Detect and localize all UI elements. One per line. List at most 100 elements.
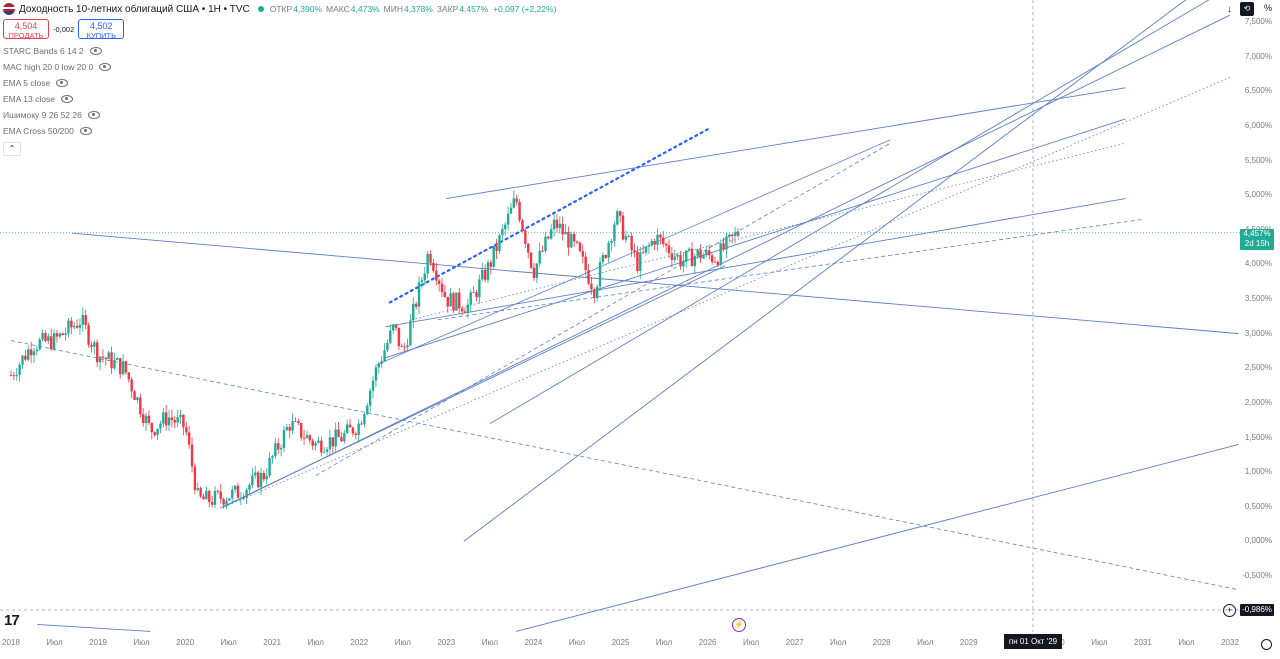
trendline (37, 624, 151, 632)
collapse-legend-button[interactable]: ⌃ (3, 142, 21, 156)
candle-body (351, 427, 355, 434)
candle-body (343, 433, 346, 442)
candle-body (624, 236, 628, 240)
candle-body (483, 269, 487, 280)
candle-body (604, 254, 607, 258)
candle-body (587, 270, 590, 284)
x-tick-label: Июл (394, 638, 411, 647)
candle-body (144, 415, 148, 424)
eye-icon[interactable] (87, 111, 100, 119)
event-icon[interactable]: ⚡ (732, 618, 746, 632)
sell-button[interactable]: 4,504 ПРОДАТЬ (3, 19, 49, 40)
candle-body (406, 345, 409, 348)
indicator-ema5[interactable]: EMA 5 close (3, 78, 69, 88)
indicator-starc[interactable]: STARC Bands 6 14 2 (3, 46, 102, 56)
indicator-ema-cross[interactable]: EMA Cross 50/200 (3, 126, 92, 136)
arrow-down-icon[interactable]: ↓ (1227, 3, 1232, 15)
symbol-title[interactable]: Доходность 10-летних облигаций США • 1H … (19, 3, 250, 15)
candle-body (509, 207, 513, 214)
candle-body (239, 497, 243, 499)
candle-body (584, 256, 587, 271)
candle-body (515, 198, 518, 203)
eye-icon[interactable] (56, 79, 69, 87)
candle-body (417, 282, 421, 307)
fullscreen-icon[interactable]: ⟲ (1240, 2, 1254, 16)
candle-body (616, 211, 619, 225)
candle-body (248, 485, 251, 490)
candle-body (659, 234, 662, 238)
candle-body (639, 252, 642, 272)
add-alert-icon[interactable]: + (1223, 604, 1236, 617)
candle-body (297, 421, 300, 424)
candle-body (268, 457, 271, 476)
candle-body (601, 254, 605, 262)
y-tick-label: 2,500% (1244, 363, 1272, 373)
candle-body (96, 342, 99, 363)
indicator-ema13[interactable]: EMA 13 close (3, 94, 73, 104)
candle-body (512, 198, 516, 208)
candle-body (104, 357, 108, 360)
eye-icon[interactable] (79, 127, 92, 135)
candle-body (305, 435, 309, 439)
candle-body (61, 333, 64, 336)
candle-body (159, 423, 162, 429)
candle-body (567, 232, 570, 248)
x-tick-label: 2019 (89, 638, 107, 647)
candle-body (570, 233, 573, 248)
buy-button[interactable]: 4,502 КУПИТЬ (78, 19, 125, 40)
candle-body (581, 251, 584, 257)
candle-body (647, 245, 651, 247)
candle-body (285, 427, 289, 431)
candle-body (650, 241, 653, 246)
candle-body (38, 339, 41, 350)
candle-body (501, 229, 504, 236)
candle-body (687, 248, 691, 251)
candle-body (495, 246, 498, 252)
trendline (385, 198, 1126, 328)
x-tick-label: Июл (46, 638, 63, 647)
y-tick-label: -0,500% (1242, 571, 1272, 580)
candle-body (469, 292, 472, 305)
y-tick-label: 0,500% (1244, 501, 1272, 511)
candle-body (124, 361, 128, 373)
candle-body (676, 254, 679, 257)
x-tick-label: Июл (655, 638, 673, 647)
x-tick-label: 2022 (350, 638, 369, 647)
candle-body (259, 472, 263, 488)
tradingview-logo[interactable]: 17 (4, 612, 20, 629)
candle-body (262, 472, 266, 480)
trendline (437, 218, 1143, 321)
indicator-mac[interactable]: MAC high 20 0 low 20 0 (3, 62, 112, 72)
crosshair-date-label: пн 01 Окт '29 (1004, 634, 1062, 649)
y-tick-label: 6,000% (1244, 120, 1272, 130)
candle-body (492, 246, 495, 267)
candle-body (432, 262, 435, 271)
candle-body (93, 342, 96, 347)
chart-header: Доходность 10-летних облигаций США • 1H … (0, 0, 560, 18)
x-tick-label: 2027 (785, 638, 804, 647)
indicator-ichimoku[interactable]: Ишимоку 9 26 52 26 (3, 110, 100, 120)
market-status-icon (257, 6, 264, 12)
candle-body (185, 427, 188, 433)
candle-body (389, 330, 392, 343)
candle-body (610, 240, 613, 243)
candle-body (182, 414, 185, 428)
x-tick-label: 2026 (698, 638, 717, 647)
candle-body (78, 324, 82, 328)
candle-body (593, 289, 596, 299)
candle-body (423, 273, 426, 281)
percent-toggle[interactable]: % (1263, 3, 1272, 13)
candle-body (75, 325, 79, 328)
eye-icon[interactable] (99, 63, 112, 71)
grid (0, 0, 1240, 632)
candle-body (420, 280, 424, 283)
candle-body (699, 249, 702, 259)
candle-body (210, 501, 214, 505)
x-tick-label: Июл (917, 638, 934, 647)
eye-icon[interactable] (60, 95, 73, 103)
eye-icon[interactable] (89, 47, 102, 55)
candle-body (504, 224, 507, 230)
settings-icon[interactable] (1261, 639, 1272, 650)
candle-body (521, 220, 524, 231)
